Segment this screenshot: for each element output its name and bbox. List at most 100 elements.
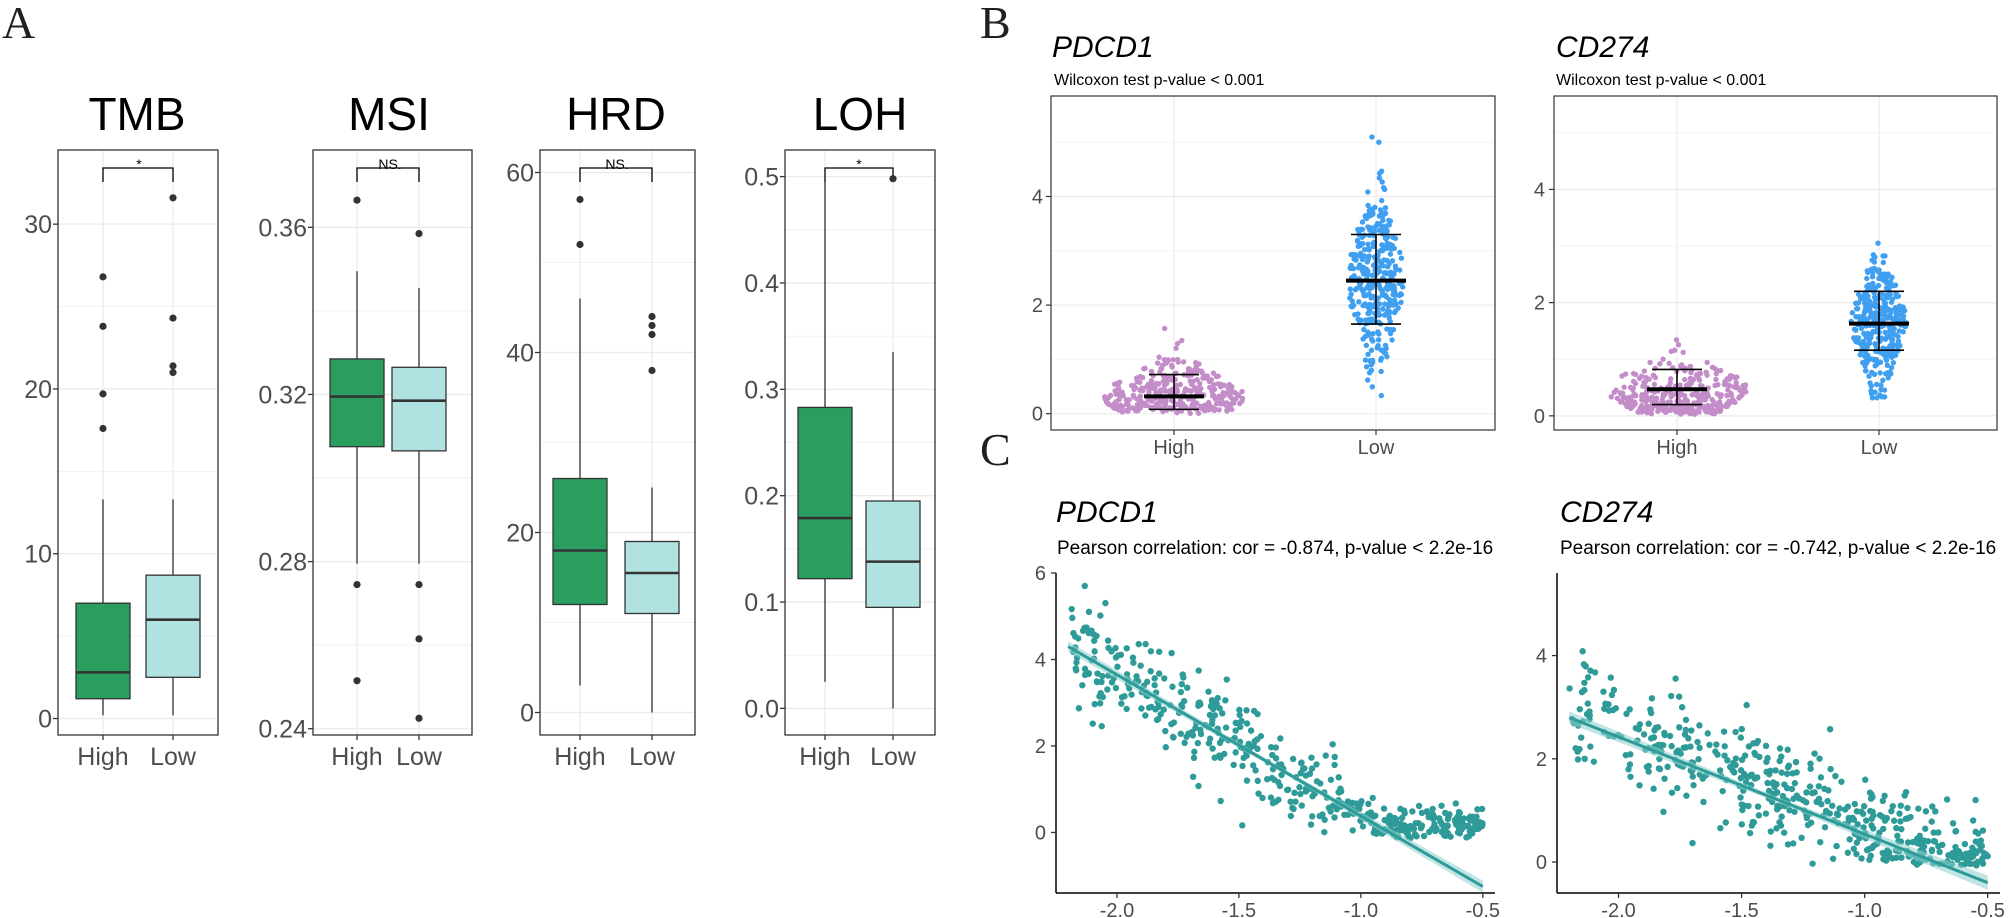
point-low: [1893, 311, 1900, 317]
scatter-point: [1581, 679, 1588, 686]
scatter-point: [1931, 838, 1939, 845]
scatter-point: [1957, 850, 1964, 858]
point-low: [1861, 314, 1868, 321]
x-tick-label: High: [1153, 437, 1194, 459]
box-low: [145, 574, 201, 678]
point-low: [1370, 338, 1376, 344]
scatter-point: [1722, 819, 1729, 826]
scatter-point: [1721, 752, 1728, 759]
point-high: [1734, 374, 1740, 380]
scatter-point: [1657, 741, 1665, 749]
point-low: [1370, 211, 1376, 217]
point-high: [1696, 405, 1703, 411]
point-low: [1883, 357, 1890, 363]
point-high: [1690, 408, 1696, 414]
point-high: [1676, 392, 1683, 399]
point-low: [1400, 284, 1406, 290]
point-low: [1369, 357, 1376, 364]
scatter-point: [1093, 678, 1101, 685]
scatter-point: [1232, 719, 1239, 727]
scatter-point: [1851, 800, 1858, 808]
scatter-point: [1930, 829, 1937, 836]
scatter-point: [1278, 771, 1285, 779]
y-tick-label: 60: [506, 160, 534, 188]
outlier-point: [889, 175, 897, 183]
scatter-point: [1969, 817, 1977, 824]
scatter-point: [1972, 796, 1979, 804]
x-tick-label: High: [77, 743, 128, 771]
scatter-point: [1267, 794, 1275, 801]
scatter-point: [1822, 807, 1830, 815]
scatter-point: [1977, 837, 1985, 844]
scatter-point: [1297, 770, 1304, 777]
point-high: [1611, 389, 1617, 396]
scatter-point: [1767, 767, 1774, 775]
scatter-point: [1337, 785, 1344, 792]
scatter-point: [1290, 805, 1297, 813]
scatter-point: [1833, 842, 1840, 850]
scatter-point: [1815, 783, 1823, 790]
point-low: [1387, 251, 1394, 257]
point-low: [1871, 259, 1878, 265]
box-low: [865, 500, 921, 609]
scatter-point: [1157, 711, 1164, 718]
point-high: [1666, 360, 1672, 367]
scatter-point: [1190, 754, 1198, 762]
point-low: [1389, 246, 1395, 252]
scatter-point: [1359, 823, 1367, 830]
scatter-point: [1720, 728, 1728, 735]
point-low: [1375, 342, 1381, 349]
point-low: [1397, 267, 1403, 273]
point-high: [1673, 337, 1680, 343]
scatter-point: [1743, 701, 1750, 709]
scatter-point: [1880, 825, 1887, 833]
scatter-point: [1622, 751, 1630, 759]
scatter-point: [1881, 792, 1888, 800]
point-high: [1226, 381, 1233, 388]
point-low: [1865, 282, 1872, 288]
point-high: [1116, 391, 1122, 398]
point-high: [1641, 368, 1648, 374]
x-tick-label: -2.0: [1601, 900, 1635, 918]
outlier-point: [169, 314, 177, 322]
scatter-point: [1391, 820, 1398, 828]
scatter-point: [1180, 697, 1188, 705]
point-low: [1350, 302, 1357, 308]
scatter-point: [1128, 691, 1135, 698]
point-high: [1698, 395, 1704, 401]
scatter-point: [1319, 811, 1326, 818]
scatter-point: [1853, 808, 1861, 815]
scatter-point: [1888, 807, 1895, 815]
point-high: [1702, 407, 1708, 413]
point-high: [1173, 345, 1179, 351]
point-high: [1228, 388, 1234, 394]
y-tick-label: 0.3: [744, 376, 779, 404]
point-low: [1880, 296, 1887, 303]
scatter-point: [1626, 706, 1633, 713]
scatter-point: [1587, 667, 1594, 674]
point-high: [1215, 373, 1221, 379]
scatter-point: [1922, 825, 1929, 832]
point-high: [1170, 357, 1176, 363]
correlation-subtitle: Pearson correlation: cor = -0.874, p-val…: [1057, 538, 1493, 559]
point-low: [1387, 326, 1394, 333]
scatter-point: [1590, 758, 1598, 765]
scatter-point: [1091, 700, 1098, 708]
scatter-point: [1096, 700, 1104, 707]
scatter-plot-pdcd1: PDCD1 Pearson correlation: cor = -0.874,…: [1035, 496, 1500, 918]
scatter-point: [1790, 795, 1797, 802]
point-high: [1141, 365, 1147, 372]
scatter-point: [1756, 753, 1763, 761]
point-high: [1137, 373, 1144, 380]
y-tick-label: 0: [1534, 406, 1545, 428]
scatter-point: [1189, 773, 1197, 781]
scatter-point: [1971, 860, 1978, 868]
test-subtitle: Wilcoxon test p-value < 0.001: [1054, 72, 1264, 89]
scatter-point: [1271, 776, 1278, 784]
scatter-point: [1748, 771, 1756, 778]
scatter-point: [1181, 739, 1188, 747]
scatter-point: [1714, 751, 1721, 758]
point-low: [1895, 316, 1901, 322]
scatter-point: [1297, 790, 1304, 798]
x-tick-label: High: [331, 743, 382, 771]
